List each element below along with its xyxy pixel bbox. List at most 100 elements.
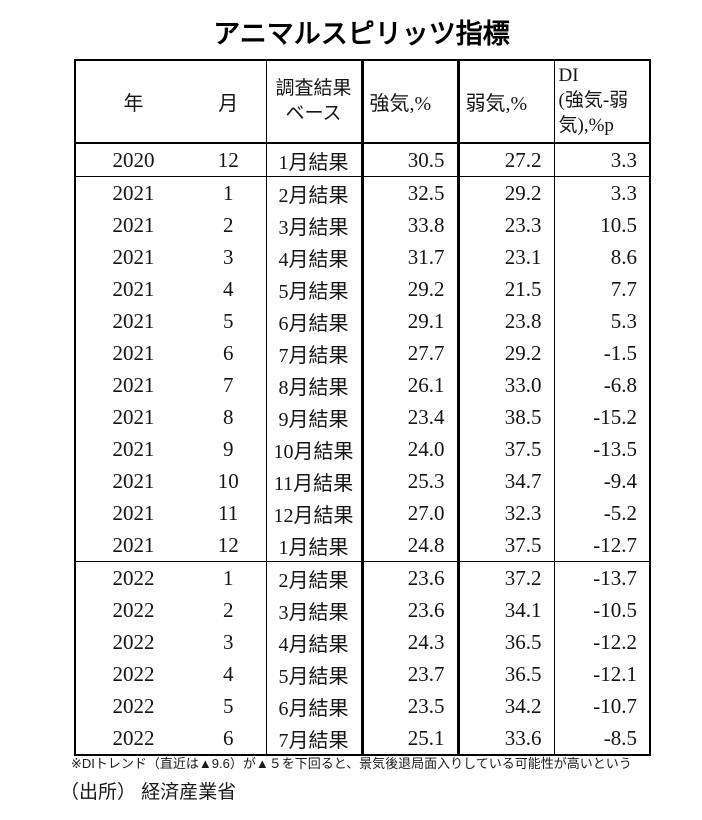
cell-bullish: 24.3 — [362, 626, 460, 658]
cell-survey-base: 5月結果 — [265, 658, 364, 690]
cell-bullish: 23.6 — [362, 594, 460, 626]
cell-year: 2022 — [112, 629, 155, 654]
cell-year: 2021 — [112, 340, 155, 365]
cell-bullish: 31.7 — [362, 241, 460, 273]
cell-survey-base: 1月結果 — [265, 143, 364, 177]
table-row: 2022 6 7月結果 25.1 33.6 -8.5 — [75, 722, 650, 755]
cell-month: 2 — [223, 212, 234, 237]
cell-di: -15.2 — [593, 404, 637, 429]
cell-di: 7.7 — [610, 276, 637, 301]
header-year-label: 年 — [123, 93, 144, 115]
cell-bearish: 34.1 — [458, 594, 555, 626]
cell-year: 2021 — [112, 276, 155, 301]
cell-year: 2022 — [112, 565, 155, 590]
table-header: 年 月 調査結果 ベース 強気,% 弱気,% DI (強気-弱 気),%p — [75, 60, 650, 144]
cell-survey-base: 7月結果 — [265, 722, 364, 755]
data-table-container: 年 月 調査結果 ベース 強気,% 弱気,% DI (強気-弱 気),%p 20… — [74, 59, 651, 756]
cell-bullish: 27.7 — [362, 337, 460, 369]
cell-di: -5.2 — [603, 500, 637, 525]
cell-survey-base: 2月結果 — [265, 176, 364, 209]
cell-year: 2021 — [112, 244, 155, 269]
cell-month: 6 — [223, 725, 234, 750]
cell-month: 3 — [223, 244, 234, 269]
cell-bullish: 29.1 — [362, 305, 460, 337]
cell-survey-base: 8月結果 — [265, 369, 364, 401]
cell-survey-base: 2月結果 — [265, 561, 364, 594]
cell-year: 2021 — [112, 436, 155, 461]
cell-month: 12 — [191, 529, 266, 562]
table-row: 2021 10 11月結果 25.3 34.7 -9.4 — [75, 465, 650, 497]
cell-bullish: 23.4 — [362, 401, 460, 433]
cell-month: 5 — [223, 308, 234, 333]
animal-spirits-table: 年 月 調査結果 ベース 強気,% 弱気,% DI (強気-弱 気),%p 20… — [74, 59, 651, 756]
cell-month: 5 — [223, 693, 234, 718]
table-row: 2021 4 5月結果 29.2 21.5 7.7 — [75, 273, 650, 305]
cell-month: 8 — [223, 404, 234, 429]
cell-bullish: 25.3 — [362, 465, 460, 497]
cell-bullish: 32.5 — [362, 176, 460, 209]
cell-survey-base: 3月結果 — [265, 209, 364, 241]
cell-bearish: 33.6 — [458, 722, 555, 755]
table-row: 2021 12 1月結果 24.8 37.5 -12.7 — [75, 529, 650, 562]
table-row: 2021 6 7月結果 27.7 29.2 -1.5 — [75, 337, 650, 369]
cell-bearish: 36.5 — [458, 658, 555, 690]
cell-year: 2021 — [112, 468, 155, 493]
cell-year: 2021 — [112, 212, 155, 237]
cell-month: 1 — [223, 180, 234, 205]
cell-month: 9 — [223, 436, 234, 461]
cell-bullish: 25.1 — [362, 722, 460, 755]
cell-bearish: 29.2 — [458, 337, 555, 369]
page-title: アニマルスピリッツ指標 — [213, 19, 510, 49]
cell-survey-base: 4月結果 — [265, 626, 364, 658]
cell-bullish: 26.1 — [362, 369, 460, 401]
cell-year: 2021 — [112, 404, 155, 429]
cell-di: 5.3 — [610, 308, 637, 333]
table-row: 2021 9 10月結果 24.0 37.5 -13.5 — [75, 433, 650, 465]
table-row: 2021 5 6月結果 29.1 23.8 5.3 — [75, 305, 650, 337]
cell-bullish: 24.0 — [362, 433, 460, 465]
cell-year: 2022 — [112, 661, 155, 686]
table-row: 2022 2 3月結果 23.6 34.1 -10.5 — [75, 594, 650, 626]
table-row: 2022 3 4月結果 24.3 36.5 -12.2 — [75, 626, 650, 658]
cell-di: 3.3 — [610, 180, 637, 205]
header-month-label: 月 — [218, 93, 239, 115]
cell-bearish: 34.2 — [458, 690, 555, 722]
cell-bullish: 24.8 — [362, 529, 460, 562]
table-row: 2021 8 9月結果 23.4 38.5 -15.2 — [75, 401, 650, 433]
cell-year: 2022 — [112, 725, 155, 750]
cell-survey-base: 12月結果 — [265, 497, 364, 529]
table-body: 2020 12 1月結果 30.5 27.2 3.3 2021 1 2月結果 32.5 29.2 3.… — [75, 143, 650, 755]
cell-survey-base: 4月結果 — [265, 241, 364, 273]
table-row: 2021 1 2月結果 32.5 29.2 3.3 — [75, 176, 650, 209]
cell-di: 8.6 — [610, 244, 637, 269]
header-row: 年 月 調査結果 ベース 強気,% 弱気,% DI (強気-弱 気),%p — [75, 60, 650, 144]
cell-di: -12.2 — [593, 629, 637, 654]
cell-month: 4 — [223, 276, 234, 301]
cell-survey-base: 1月結果 — [265, 529, 364, 562]
cell-survey-base: 11月結果 — [265, 465, 364, 497]
cell-bullish: 30.5 — [362, 143, 460, 177]
header-year-month: 年 月 — [75, 60, 266, 144]
cell-bearish: 32.3 — [458, 497, 555, 529]
cell-survey-base: 6月結果 — [265, 305, 364, 337]
header-survey-base: 調査結果 ベース — [265, 60, 364, 144]
cell-year: 2021 — [75, 529, 191, 562]
cell-month: 4 — [223, 661, 234, 686]
cell-bearish: 38.5 — [458, 401, 555, 433]
table-row: 2021 7 8月結果 26.1 33.0 -6.8 — [75, 369, 650, 401]
cell-di: -1.5 — [603, 340, 637, 365]
cell-bearish: 33.0 — [458, 369, 555, 401]
cell-bullish: 23.6 — [362, 561, 460, 594]
cell-di: -12.7 — [554, 529, 650, 562]
cell-year: 2022 — [112, 693, 155, 718]
cell-di: -13.5 — [593, 436, 637, 461]
cell-bearish: 23.3 — [458, 209, 555, 241]
cell-year: 2021 — [112, 180, 155, 205]
cell-month: 10 — [217, 468, 239, 493]
cell-year: 2022 — [112, 597, 155, 622]
cell-bearish: 37.2 — [458, 561, 555, 594]
table-row: 2021 2 3月結果 33.8 23.3 10.5 — [75, 209, 650, 241]
header-bullish: 強気,% — [362, 60, 460, 144]
cell-bearish: 37.5 — [458, 433, 555, 465]
cell-di: 10.5 — [600, 212, 637, 237]
